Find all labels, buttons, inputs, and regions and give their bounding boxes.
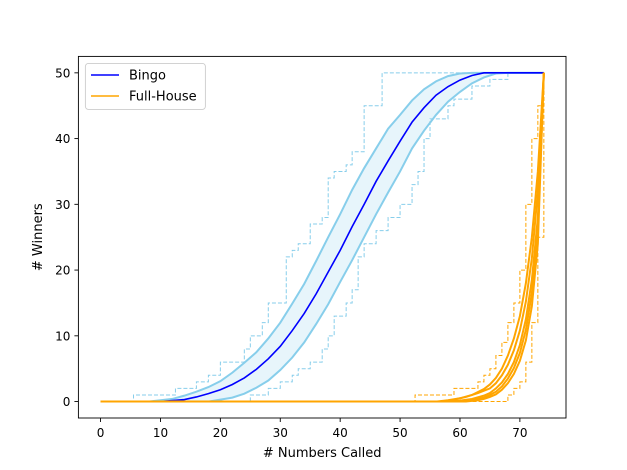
x-tick-label: 50 [392,426,407,440]
y-axis-ticks: 0 10 20 30 40 50 [55,66,79,409]
y-axis-label: # Winners [31,203,46,271]
full-house-envelope-lower [100,72,545,403]
x-tick-label: 40 [333,426,348,440]
x-tick-label: 10 [153,426,168,440]
x-axis-ticks: 0 10 20 30 40 50 60 70 [97,418,528,440]
y-tick-label: 40 [55,132,70,146]
y-tick-label: 10 [55,329,70,343]
x-axis-label: # Numbers Called [263,446,382,461]
full-house-band-lower-2 [100,72,545,403]
x-tick-label: 60 [452,426,467,440]
axes-frame [77,55,567,419]
x-tick-label: 0 [97,426,105,440]
y-tick-label: 20 [55,264,70,278]
bingo-mean-line [100,72,544,403]
legend-label-bingo: Bingo [129,69,166,84]
full-house-band-lower [100,72,545,403]
full-house-envelope-upper [100,72,545,403]
legend: Bingo Full-House [84,62,206,110]
bingo-envelope-lower [100,72,544,403]
plot-area [100,71,545,403]
x-tick-label: 20 [213,426,228,440]
y-tick-label: 0 [63,395,71,409]
bingo-band-lower [100,71,544,403]
x-tick-label: 70 [512,426,527,440]
bingo-band-upper [100,71,544,403]
x-tick-label: 30 [273,426,288,440]
bingo-envelope-upper [100,72,544,403]
y-tick-label: 30 [55,198,70,212]
full-house-mean-line [100,72,545,403]
y-tick-label: 50 [55,66,70,80]
full-house-band-upper-2 [100,72,545,403]
legend-label-full-house: Full-House [129,90,197,105]
